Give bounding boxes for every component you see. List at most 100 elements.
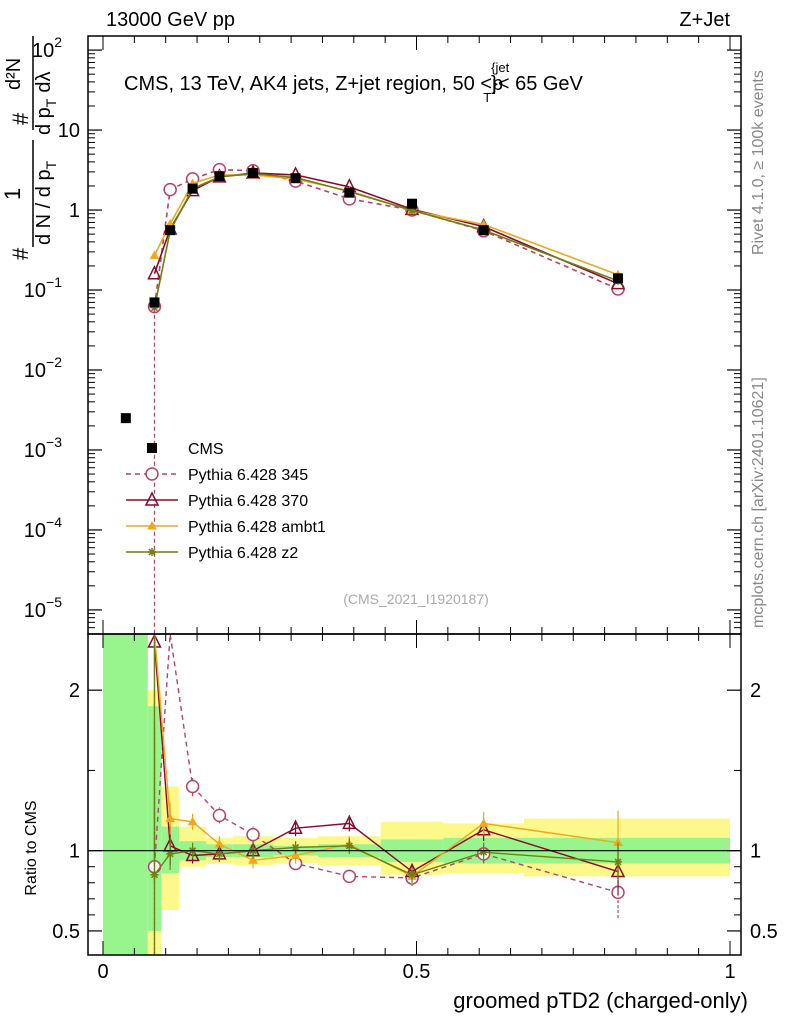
ylabel-top-den-sub: T [43, 160, 59, 169]
y-tick-label: 10−5 [24, 594, 62, 622]
ratio-tick-label-right: 2 [750, 680, 761, 702]
x-tick-labels: 0 0.5 1 [97, 36, 736, 983]
ratio-point-3 [291, 843, 300, 852]
series-point-2 [149, 250, 160, 260]
main-series [147, 162, 626, 634]
ratio-tick-label-left: 2 [69, 680, 80, 702]
ratio-point-3 [166, 849, 175, 858]
cms-point [248, 168, 259, 179]
ratio-point-2 [187, 816, 198, 826]
x-tick-label: 0.5 [403, 961, 431, 983]
rivet-label: Rivet 4.1.0, ≥ 100k events [750, 70, 767, 255]
cms-point [478, 225, 489, 236]
ratio-point-0 [212, 808, 227, 823]
ylabel-frac-den-sub: T [43, 98, 59, 107]
ylabel-hash1: # [8, 247, 33, 260]
y-tick-label: 10−2 [24, 354, 62, 382]
legend-label: Pythia 6.428 370 [188, 493, 308, 510]
cms-point [149, 297, 160, 308]
ylabel-top-den: d N / d p [33, 169, 55, 245]
header-left: 13000 GeV pp [106, 9, 235, 31]
ratio-point-1 [476, 821, 491, 836]
series-line-3 [153, 172, 619, 308]
ratio-point-3 [408, 870, 417, 879]
cms-point [187, 183, 198, 194]
series-point-3 [408, 206, 417, 215]
ratio-point-3 [345, 841, 354, 850]
ratio-frame [87, 633, 742, 956]
cms-point [290, 173, 301, 184]
ratio-point-0 [185, 779, 200, 794]
ratio-series [147, 633, 626, 955]
series-point-1 [147, 265, 162, 280]
y-tick-label: 10−1 [24, 274, 62, 302]
y-tick-label: 10−4 [24, 514, 62, 542]
cms-point [165, 225, 176, 236]
ratio-line-2 [153, 633, 619, 878]
ratio-point-3 [479, 848, 488, 857]
main-axis-ticks: 102 10 1 10−1 10−2 10−3 10−4 10−5 [24, 34, 741, 635]
band-inner [103, 634, 148, 955]
ylabel-frac-num: d²N [3, 58, 25, 90]
legend-label: Pythia 6.428 345 [188, 467, 308, 484]
legend-marker [147, 520, 157, 530]
x-tick-label: 1 [724, 961, 735, 983]
legend-label: CMS [188, 441, 224, 458]
ratio-tick-label-right: 1 [750, 841, 761, 863]
x-tick-label: 0 [97, 961, 108, 983]
y-tick-label: 10−3 [24, 434, 62, 462]
legend-marker [145, 467, 159, 481]
ratio-point-2 [248, 855, 258, 864]
main-frame [87, 35, 742, 635]
ylabel-frac-den: d p [33, 107, 55, 135]
mcplots-label: mcplots.cern.ch [arXiv:2401.10621] [750, 377, 767, 628]
series-line-0 [153, 168, 619, 307]
y-tick-label: 102 [32, 34, 62, 62]
series-line-1 [153, 172, 619, 285]
title-sup: {jet [491, 60, 509, 75]
title-sub: T [483, 90, 491, 105]
ratio-point-2 [478, 818, 489, 827]
ratio-line-0 [153, 633, 619, 894]
y-axis-label-main: # 1 d N / d pT # d²N d pTdλ [0, 36, 59, 260]
title-main: CMS, 13 TeV, AK4 jets, Z+jet region, 50 … [124, 73, 503, 95]
ratio-point-2 [290, 850, 301, 859]
cms-points [120, 168, 624, 424]
legend-marker [147, 443, 157, 453]
svg-text:d pTdλ: d pTdλ [33, 72, 59, 136]
analysis-watermark: (CMS_2021_I1920187) [343, 591, 489, 607]
ratio-point-3 [614, 857, 623, 866]
legend-marker [148, 548, 156, 556]
ratio-tick-label-left: 0.5 [52, 921, 80, 943]
cms-point [344, 187, 355, 198]
cms-point [613, 273, 624, 284]
y-tick-label: 1 [69, 200, 80, 222]
header-right: Z+Jet [679, 9, 730, 31]
ratio-point-0 [342, 869, 357, 884]
cms-point [120, 413, 131, 424]
ratio-bands [103, 634, 730, 955]
ratio-point-0 [246, 827, 260, 842]
series-point-0 [163, 182, 177, 197]
legend: CMS Pythia 6.428 345 Pythia 6.428 370 Pythi… [126, 441, 326, 562]
ratio-point-2 [165, 813, 176, 823]
ratio-point-1 [185, 846, 200, 862]
cms-point [407, 198, 418, 209]
ylabel-top-num: 1 [0, 188, 25, 200]
cms-point [214, 171, 225, 182]
ratio-point-1 [342, 814, 357, 830]
series-line-2 [153, 174, 619, 276]
ylabel-hash2: # [8, 112, 33, 125]
legend-marker [144, 491, 160, 506]
ratio-tick-label-left: 1 [69, 841, 80, 863]
legend-label: Pythia 6.428 ambt1 [188, 519, 326, 536]
svg-text:d N / d pT: d N / d pT [33, 160, 59, 245]
ratio-tick-label-right: 0.5 [750, 921, 778, 943]
y-axis-label-ratio: Ratio to CMS [23, 800, 40, 895]
ratio-line-3 [153, 845, 619, 876]
chart-title: CMS, 13 TeV, AK4 jets, Z+jet region, 50 … [124, 60, 584, 105]
title-tail: }< 65 GeV [491, 73, 583, 95]
ratio-point-3 [215, 849, 224, 858]
legend-label: Pythia 6.428 z2 [188, 545, 298, 562]
